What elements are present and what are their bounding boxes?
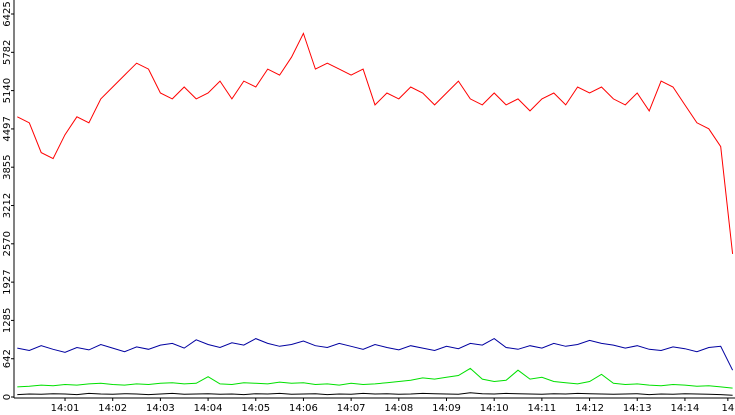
x-tick-label: 14:03 <box>146 403 175 414</box>
x-tick-label: 14:12 <box>575 403 604 414</box>
x-tick-label: 14:11 <box>527 403 556 414</box>
x-tick-label: 14:02 <box>98 403 127 414</box>
y-tick-label: 5140 <box>2 78 13 103</box>
y-tick-label: 3212 <box>2 193 13 218</box>
x-tick-label: 14:09 <box>432 403 461 414</box>
y-tick-label: 642 <box>2 349 13 368</box>
x-tick-label: 14 <box>721 403 734 414</box>
series-line <box>17 338 734 371</box>
y-tick-label: 4497 <box>2 116 13 141</box>
x-tick-label: 14:08 <box>384 403 413 414</box>
x-tick-label: 14:01 <box>51 403 80 414</box>
y-tick-label: 1285 <box>2 308 13 333</box>
x-tick-label: 14:10 <box>480 403 509 414</box>
x-tick-label: 14:05 <box>241 403 270 414</box>
y-tick-label: 0 <box>2 394 13 400</box>
y-tick-label: 5782 <box>2 40 13 65</box>
x-tick-label: 14:13 <box>623 403 652 414</box>
x-tick-label: 14:06 <box>289 403 318 414</box>
x-tick-label: 14:07 <box>337 403 366 414</box>
y-tick-label: 1927 <box>2 269 13 294</box>
series-line <box>17 392 733 396</box>
y-tick-label: 6425 <box>2 1 13 26</box>
y-tick-label: 2570 <box>2 231 13 256</box>
x-tick-label: 14:14 <box>671 403 700 414</box>
series-line <box>17 32 734 254</box>
x-tick-label: 14:04 <box>194 403 223 414</box>
series-line <box>17 367 733 389</box>
y-tick-label: 3855 <box>2 154 13 179</box>
